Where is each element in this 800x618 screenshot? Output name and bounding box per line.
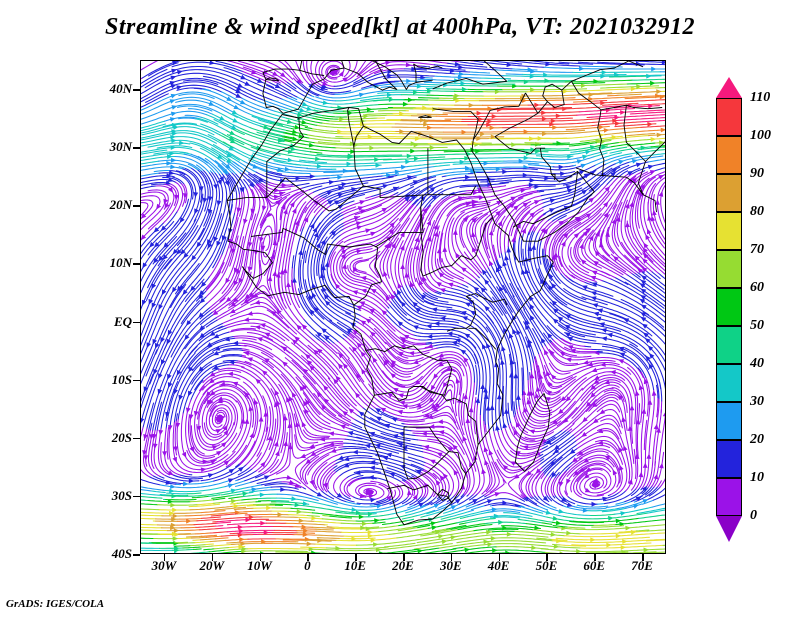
x-axis-label: 70E (631, 558, 653, 573)
plot-frame (140, 60, 666, 554)
y-tick (133, 89, 140, 91)
y-axis-label: 10S (111, 371, 132, 387)
colorbar-tick-label: 90 (750, 166, 764, 181)
y-axis-label: 10N (109, 255, 132, 271)
x-axis-label: 30E (439, 558, 462, 573)
y-tick (133, 554, 140, 556)
colorbar-segment (716, 174, 742, 212)
page-title: Streamline & wind speed[kt] at 400hPa, V… (104, 14, 696, 40)
y-axis-label: 20N (109, 197, 132, 213)
footer-credit: GrADS: IGES/COLA (6, 598, 105, 610)
y-tick (133, 437, 140, 440)
x-tick (546, 554, 548, 561)
colorbar-segment (716, 136, 742, 174)
x-axis-label: 40E (487, 558, 510, 573)
x-tick (642, 554, 644, 561)
colorbar-tick-label: 20 (750, 432, 764, 447)
y-axis-label: EQ (113, 313, 132, 329)
y-axis-label: 20S (111, 429, 132, 445)
colorbar-tick-label: 30 (750, 394, 764, 409)
x-tick (403, 554, 405, 561)
colorbar-tick-label: 0 (750, 508, 757, 523)
y-tick (133, 379, 140, 382)
y-axis-label: 40S (111, 546, 132, 561)
x-tick (450, 554, 453, 561)
colorbar-segment (716, 364, 742, 402)
colorbar-segment (716, 326, 742, 364)
y-tick (133, 321, 140, 324)
y-tick (133, 147, 140, 149)
x-axis-label: 20W (199, 558, 224, 573)
plot-area (140, 60, 666, 554)
colorbar-tick-label: 50 (750, 318, 764, 333)
y-axis-label: 40N (109, 81, 132, 97)
x-tick (163, 554, 166, 561)
x-axis-label: 20E (392, 558, 414, 573)
x-axis-label: 50E (535, 558, 558, 573)
y-tick (133, 263, 140, 265)
y-axis-label: 30N (109, 139, 132, 155)
colorbar-under-arrow (716, 516, 742, 542)
y-axis-label: 30S (111, 487, 132, 503)
x-axis-label: 30W (151, 558, 177, 573)
colorbar-tick-label: 80 (750, 204, 764, 219)
colorbar-segment (716, 212, 742, 250)
colorbar: 0 10 20 30 40 50 60 70 80 90 100 110 (716, 77, 771, 542)
colorbar-over-arrow (716, 77, 742, 98)
colorbar-segment (716, 98, 742, 136)
x-tick (355, 554, 357, 561)
x-tick (594, 554, 596, 561)
x-tick (307, 554, 309, 561)
colorbar-segment (716, 250, 742, 288)
colorbar-tick-label: 100 (750, 128, 771, 143)
x-axis-label: 10W (247, 558, 272, 573)
x-axis-label: 10E (344, 558, 367, 573)
x-tick (211, 554, 214, 561)
colorbar-tick-label: 70 (750, 242, 764, 257)
colorbar-segment (716, 402, 742, 440)
y-tick (133, 205, 140, 207)
colorbar-segment (716, 288, 742, 326)
streamline-canvas (141, 61, 665, 553)
colorbar-segment (716, 478, 742, 516)
colorbar-tick-label: 10 (750, 470, 764, 485)
y-tick (133, 495, 140, 498)
colorbar-tick-label: 110 (750, 90, 771, 105)
colorbar-segment (716, 440, 742, 478)
colorbar-tick-label: 40 (750, 356, 764, 371)
x-tick (259, 554, 262, 561)
x-axis-label: 60E (583, 558, 606, 573)
x-axis-label: 0 (304, 558, 311, 573)
x-tick (498, 554, 501, 561)
colorbar-tick-label: 60 (750, 280, 764, 295)
